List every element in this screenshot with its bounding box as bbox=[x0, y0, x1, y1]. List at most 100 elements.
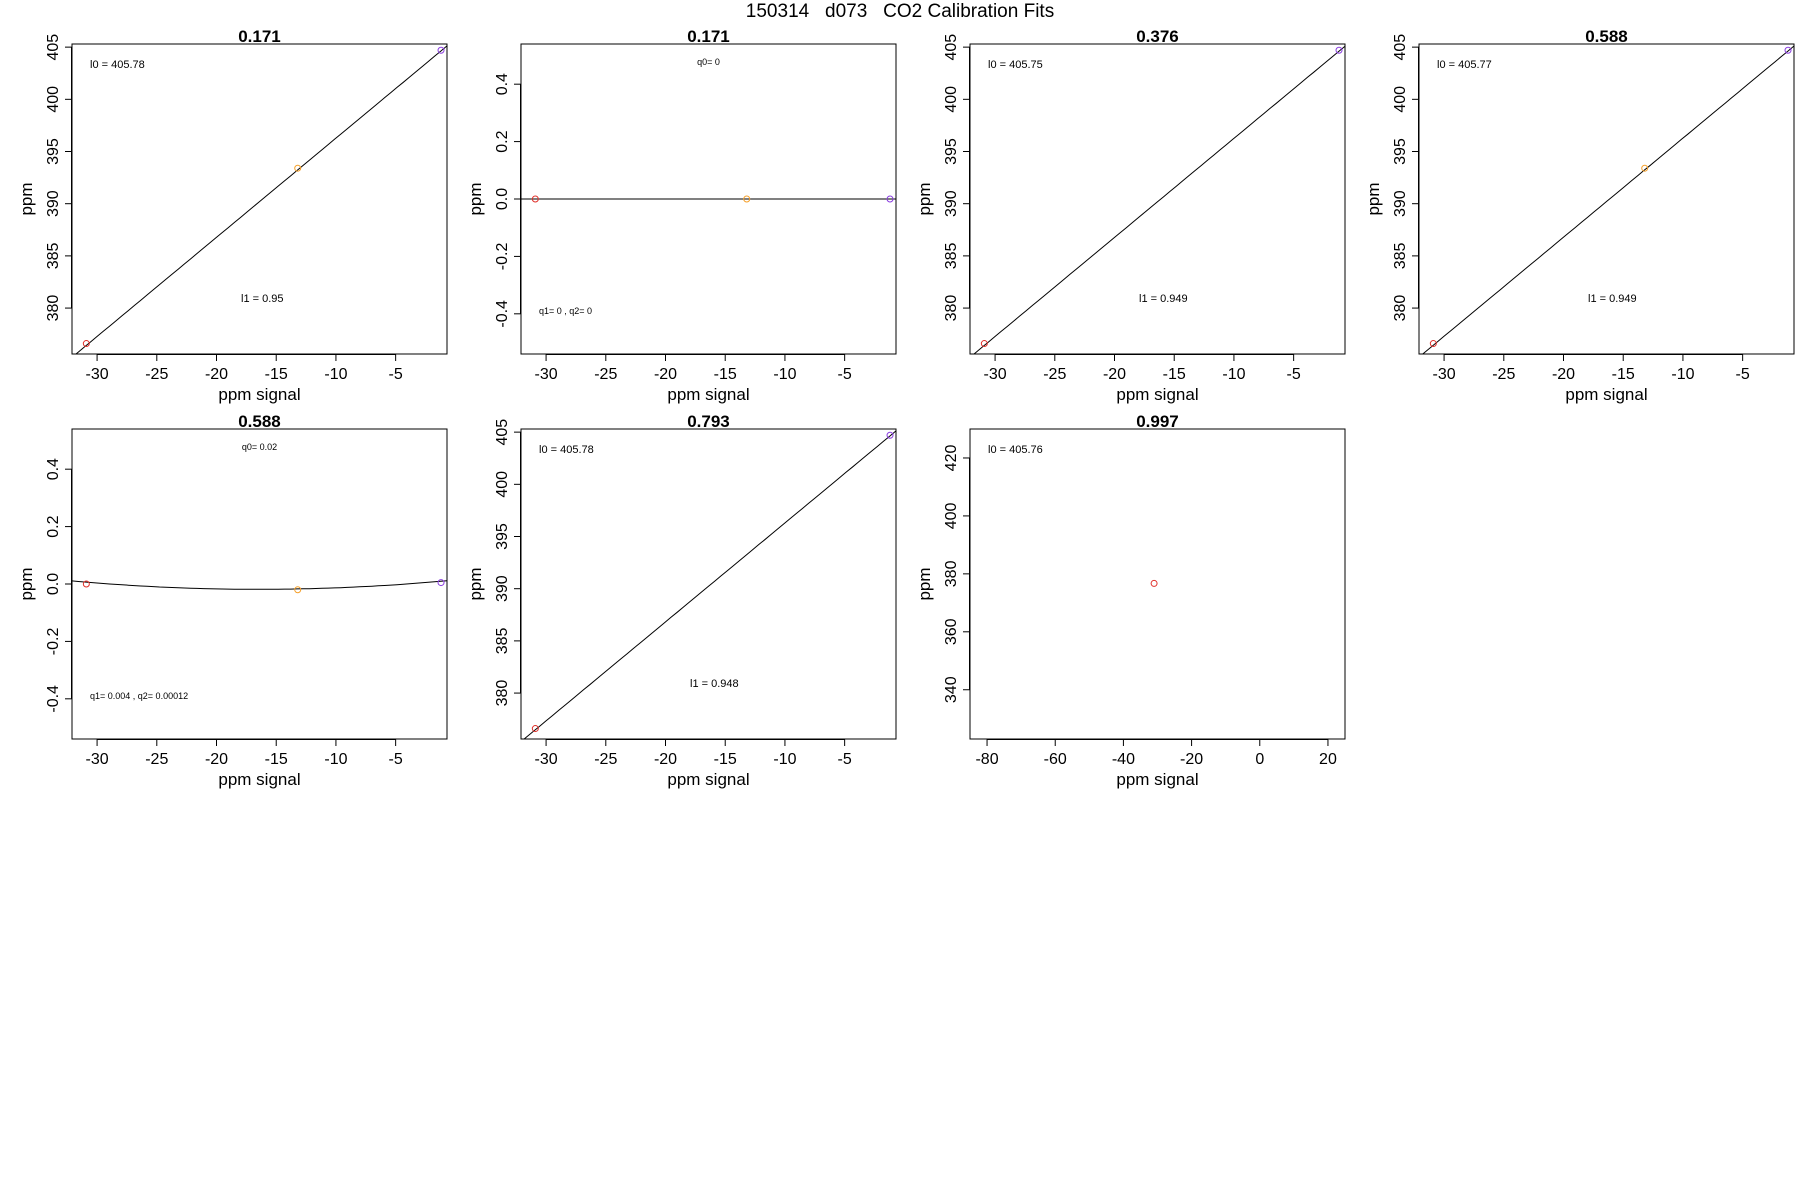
chart-panel-5: -30 -25 -20 -15 -10 -5 -0.4 -0.2 0.0 0.2 0.4 ppm si… bbox=[17, 412, 448, 789]
data-point bbox=[294, 586, 302, 594]
data-point bbox=[743, 195, 751, 203]
y-axis-label: ppm bbox=[1364, 182, 1383, 215]
plot-frame bbox=[71, 43, 448, 355]
y-tick-label: 385 bbox=[45, 242, 62, 269]
x-tick-label: -15 bbox=[265, 751, 288, 768]
x-axis-label: ppm signal bbox=[1565, 385, 1647, 404]
y-tick-label: 380 bbox=[1392, 295, 1409, 322]
fit-annotation: q1= 0 , q2= 0 bbox=[539, 306, 592, 316]
x-tick-label: -40 bbox=[1112, 751, 1135, 768]
x-tick-label: -30 bbox=[86, 366, 109, 383]
x-tick-label: -10 bbox=[773, 366, 796, 383]
x-tick-label: -10 bbox=[324, 366, 347, 383]
chart-title: 0.793 bbox=[687, 412, 730, 431]
chart-panel-3: -30 -25 -20 -15 -10 -5 380 385 390 395 400 405 ppm s… bbox=[915, 27, 1346, 404]
y-tick-label: 385 bbox=[1392, 242, 1409, 269]
y-tick-label: 385 bbox=[943, 242, 960, 269]
x-tick-label: -5 bbox=[389, 751, 403, 768]
y-tick-label: 390 bbox=[1392, 190, 1409, 217]
y-tick-label: 400 bbox=[45, 86, 62, 113]
data-point bbox=[82, 580, 90, 588]
x-axis-label: ppm signal bbox=[218, 770, 300, 789]
fit-line bbox=[973, 45, 1345, 354]
data-point bbox=[980, 340, 988, 348]
fit-annotation: l0 = 405.78 bbox=[90, 59, 145, 71]
y-tick-label: 0.0 bbox=[45, 573, 62, 595]
y-tick-label: 400 bbox=[943, 502, 960, 529]
data-point bbox=[437, 579, 445, 587]
page-title: 150314 d073 CO2 Calibration Fits bbox=[745, 1, 1055, 22]
y-tick-label: 0.2 bbox=[45, 515, 62, 537]
x-tick-label: -5 bbox=[1287, 366, 1301, 383]
x-axis-label: ppm signal bbox=[1116, 385, 1198, 404]
y-tick-label: 400 bbox=[494, 471, 511, 498]
chart-title: 0.376 bbox=[1136, 27, 1179, 46]
y-tick-label: 405 bbox=[494, 419, 511, 446]
fit-annotation: l0 = 405.78 bbox=[539, 444, 594, 456]
data-point bbox=[531, 725, 539, 733]
data-point bbox=[531, 195, 539, 203]
plot-frame bbox=[520, 428, 897, 740]
data-point bbox=[437, 46, 445, 54]
x-tick-label: -10 bbox=[1222, 366, 1245, 383]
fit-annotation: q1= 0.004 , q2= 0.00012 bbox=[90, 691, 188, 701]
y-tick-label: 385 bbox=[494, 627, 511, 654]
x-tick-label: -10 bbox=[1671, 366, 1694, 383]
chart-panel-2: -30 -25 -20 -15 -10 -5 -0.4 -0.2 0.0 0.2 0.4 ppm si… bbox=[466, 27, 897, 404]
x-tick-label: 0 bbox=[1255, 751, 1264, 768]
y-tick-label: 380 bbox=[943, 560, 960, 587]
chart-title: 0.588 bbox=[1585, 27, 1628, 46]
fit-annotation: q0= 0 bbox=[697, 57, 720, 67]
fit-line bbox=[523, 430, 896, 739]
y-tick-label: 390 bbox=[45, 190, 62, 217]
chart-panel-7: -80 -60 -40 -20 0 20 340 360 380 400 420 ppm signal… bbox=[915, 412, 1346, 789]
x-tick-label: -20 bbox=[1180, 751, 1203, 768]
fit-line bbox=[1421, 45, 1794, 354]
x-axis-label: ppm signal bbox=[667, 770, 749, 789]
x-tick-label: -30 bbox=[535, 751, 558, 768]
x-tick-label: -5 bbox=[1736, 366, 1750, 383]
x-axis-label: ppm signal bbox=[218, 385, 300, 404]
x-tick-label: -10 bbox=[773, 751, 796, 768]
fit-line bbox=[75, 45, 447, 354]
fit-annotation: l0 = 405.76 bbox=[988, 444, 1043, 456]
x-tick-label: -15 bbox=[1163, 366, 1186, 383]
data-point bbox=[886, 195, 894, 203]
data-point bbox=[294, 164, 302, 172]
y-tick-label: 0.4 bbox=[494, 73, 511, 95]
fit-annotation: q0= 0.02 bbox=[242, 442, 277, 452]
y-tick-label: 390 bbox=[943, 190, 960, 217]
y-tick-label: -0.2 bbox=[45, 628, 62, 656]
plot-frame bbox=[1418, 43, 1795, 355]
y-tick-label: 395 bbox=[1392, 138, 1409, 165]
x-tick-label: -5 bbox=[389, 366, 403, 383]
x-tick-label: -5 bbox=[838, 366, 852, 383]
x-tick-label: 20 bbox=[1319, 751, 1337, 768]
y-tick-label: 405 bbox=[45, 34, 62, 61]
x-tick-label: -15 bbox=[265, 366, 288, 383]
x-axis-label: ppm signal bbox=[667, 385, 749, 404]
chart-title: 0.171 bbox=[687, 27, 730, 46]
x-tick-label: -20 bbox=[205, 751, 228, 768]
chart-panel-4: -30 -25 -20 -15 -10 -5 380 385 390 395 400 405 ppm s… bbox=[1364, 27, 1795, 404]
fit-annotation: l0 = 405.75 bbox=[988, 59, 1043, 71]
fit-line bbox=[72, 580, 447, 590]
data-point bbox=[886, 431, 894, 439]
y-tick-label: 380 bbox=[494, 680, 511, 707]
data-point bbox=[1150, 579, 1158, 587]
chart-title: 0.997 bbox=[1136, 412, 1179, 431]
fit-annotation: l1 = 0.949 bbox=[1588, 293, 1637, 305]
x-tick-label: -20 bbox=[1103, 366, 1126, 383]
data-point bbox=[1429, 340, 1437, 348]
x-tick-label: -5 bbox=[838, 751, 852, 768]
chart-panel-1: -30 -25 -20 -15 -10 -5 380 385 390 395 400 405 ppm s… bbox=[17, 27, 448, 404]
x-tick-label: -20 bbox=[654, 751, 677, 768]
plot-frame bbox=[969, 43, 1346, 355]
y-tick-label: -0.4 bbox=[494, 300, 511, 328]
fit-annotation: l1 = 0.948 bbox=[690, 678, 739, 690]
x-tick-label: -20 bbox=[1552, 366, 1575, 383]
y-axis-label: ppm bbox=[466, 567, 485, 600]
data-point bbox=[82, 340, 90, 348]
x-tick-label: -25 bbox=[1492, 366, 1515, 383]
y-tick-label: -0.2 bbox=[494, 243, 511, 271]
